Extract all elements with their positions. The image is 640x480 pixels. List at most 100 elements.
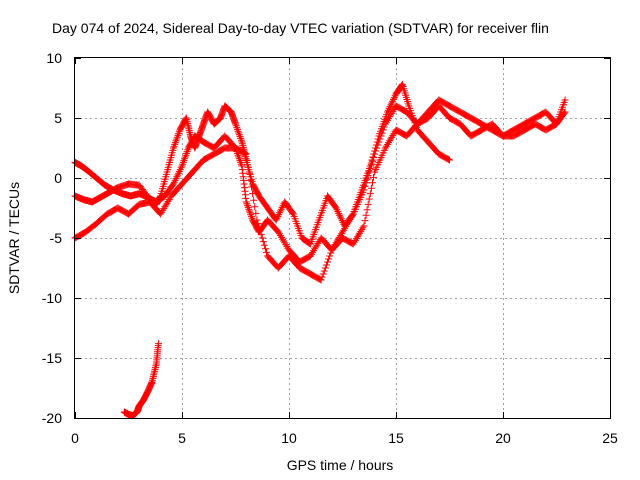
- data-point-trace: [237, 136, 245, 144]
- plot-frame: [74, 57, 611, 419]
- data-point-trace: [175, 130, 183, 138]
- data-point: [154, 340, 162, 348]
- data-point-trace: [385, 115, 393, 123]
- y-tick-label: -10: [42, 290, 62, 306]
- data-point-trace: [387, 101, 395, 109]
- grid-layer: [75, 58, 610, 418]
- data-point-trace: [366, 164, 374, 172]
- data-point-trace: [387, 111, 395, 119]
- data-point-trace: [174, 171, 182, 179]
- data-point-trace: [227, 107, 235, 115]
- data-point-trace: [180, 157, 188, 165]
- data-point-trace: [383, 140, 391, 148]
- data-point-trace: [288, 209, 296, 217]
- data-point-trace: [248, 214, 256, 222]
- data-point-trace: [374, 141, 382, 149]
- data-point-trace: [386, 103, 394, 111]
- data-point-trace: [386, 137, 394, 145]
- data-point-trace: [233, 124, 241, 132]
- data-point: [332, 204, 340, 212]
- x-tick-label: 10: [281, 430, 297, 446]
- x-tick-label: 0: [71, 430, 79, 446]
- data-point-trace: [311, 245, 319, 253]
- data-point: [371, 150, 379, 158]
- data-point: [317, 276, 325, 284]
- data-point-trace: [261, 245, 269, 253]
- data-point-trace: [181, 153, 189, 161]
- data-point-trace: [560, 109, 568, 117]
- data-point-trace: [171, 140, 179, 148]
- data-point-trace: [177, 164, 185, 172]
- data-point-trace: [389, 131, 397, 139]
- data-point-trace: [353, 233, 361, 241]
- data-point-trace: [331, 203, 339, 211]
- x-tick-label: 25: [602, 430, 618, 446]
- data-point-trace: [160, 205, 168, 213]
- data-point-trace: [363, 206, 371, 214]
- data-point-trace: [386, 113, 394, 121]
- data-point-trace: [363, 175, 371, 183]
- data-point-trace: [389, 107, 397, 115]
- data-point-trace: [236, 157, 244, 165]
- data-point-trace: [235, 129, 243, 137]
- data-point-trace: [245, 205, 253, 213]
- data-point-trace: [357, 227, 365, 235]
- data-point-trace: [236, 133, 244, 141]
- data-point-trace: [243, 157, 251, 165]
- y-tick-label: -15: [42, 350, 62, 366]
- data-point-trace: [173, 173, 181, 181]
- data-point-trace: [216, 115, 224, 123]
- data-point-trace: [384, 106, 392, 114]
- data-point-trace: [333, 206, 341, 214]
- data-point-trace: [390, 94, 398, 102]
- data-point-trace: [347, 214, 355, 222]
- data-point-trace: [390, 130, 398, 138]
- data-point-trace: [170, 142, 178, 150]
- data-point-trace: [379, 126, 387, 134]
- data-point-trace: [380, 123, 388, 131]
- data-point: [360, 186, 368, 194]
- data-point-trace: [312, 243, 320, 251]
- data-point-trace: [235, 153, 243, 161]
- data-point-trace: [367, 161, 375, 169]
- data-point: [232, 120, 239, 128]
- data-point-trace: [373, 144, 381, 152]
- data-point-trace: [182, 149, 190, 157]
- data-point: [561, 96, 569, 104]
- data-point-trace: [162, 201, 170, 209]
- data-point-trace: [310, 247, 318, 255]
- data-point-trace: [387, 135, 395, 143]
- data-point-trace: [181, 155, 189, 163]
- data-point-trace: [182, 151, 190, 159]
- data-point-trace: [184, 146, 192, 154]
- x-tick-label: 15: [388, 430, 404, 446]
- data-point: [242, 150, 250, 158]
- data-point-trace: [313, 241, 321, 249]
- data-point-trace: [281, 239, 289, 247]
- data-point-trace: [322, 261, 330, 269]
- data-point-trace: [273, 214, 281, 222]
- data-point-trace: [342, 223, 350, 231]
- data-point-trace: [245, 170, 253, 178]
- data-point-trace: [244, 203, 252, 211]
- data-point-trace: [341, 224, 349, 232]
- data-point-trace: [338, 217, 346, 225]
- data-point-trace: [388, 109, 396, 117]
- data-point-trace: [327, 249, 335, 257]
- data-point-trace: [378, 129, 386, 137]
- data-point-trace: [355, 231, 363, 239]
- data-point-trace: [370, 173, 378, 181]
- y-tick-label: 0: [54, 170, 62, 186]
- data-point: [349, 240, 357, 248]
- data-point-trace: [259, 238, 267, 246]
- y-tick-label: 5: [54, 110, 62, 126]
- data-point-trace: [247, 211, 255, 219]
- x-tick-label: 20: [495, 430, 511, 446]
- data-point-trace: [179, 160, 187, 168]
- data-point-trace: [319, 270, 327, 278]
- data-point: [157, 210, 165, 218]
- data-point-trace: [246, 176, 254, 184]
- data-point-trace: [234, 127, 242, 135]
- data-point-trace: [444, 155, 452, 163]
